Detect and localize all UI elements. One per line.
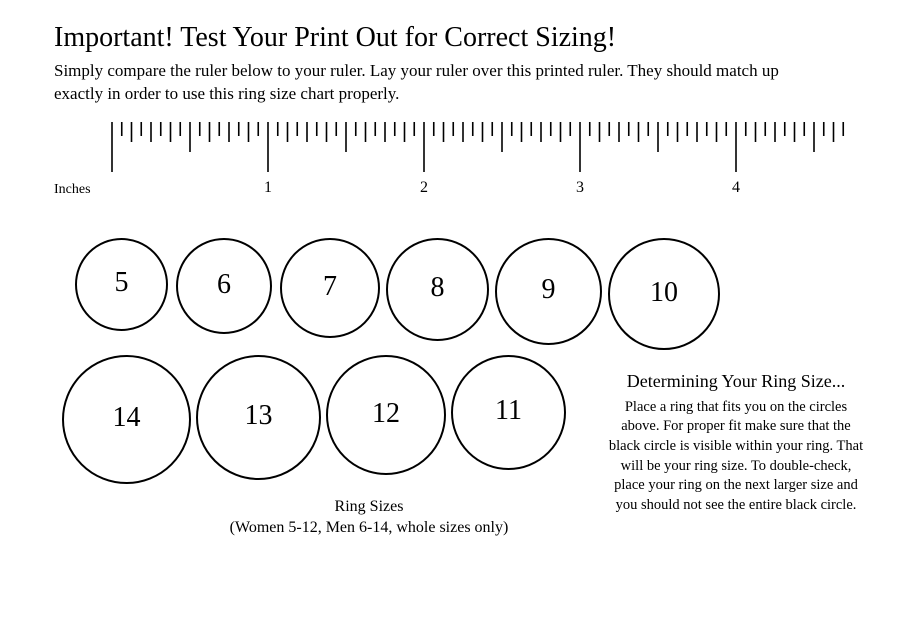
svg-text:4: 4: [732, 179, 740, 196]
ring-size-label: 7: [323, 271, 337, 303]
ring-size-circle: 8: [386, 238, 489, 341]
ring-size-circle: 10: [608, 238, 720, 350]
svg-text:3: 3: [576, 179, 584, 196]
ring-size-label: 14: [113, 402, 141, 434]
ring-sizes-caption-title: Ring Sizes: [209, 496, 529, 518]
determine-title: Determining Your Ring Size...: [606, 371, 866, 392]
ruler-svg: 1 2 3 4: [54, 120, 854, 210]
ring-size-circle: 7: [280, 238, 380, 338]
determine-body: Place a ring that fits you on the circle…: [606, 398, 866, 515]
ring-size-circle: 14: [62, 355, 191, 484]
ring-size-circle: 13: [196, 355, 321, 480]
ring-size-label: 6: [217, 269, 231, 301]
ruler-unit-label: Inches: [54, 182, 91, 198]
page-title: Important! Test Your Print Out for Corre…: [54, 22, 850, 54]
ring-size-circle: 9: [495, 238, 602, 345]
page-subtitle: Simply compare the ruler below to your r…: [54, 60, 814, 106]
ring-size-label: 10: [650, 277, 678, 309]
ring-size-label: 11: [495, 395, 522, 427]
ring-size-circle: 11: [451, 355, 566, 470]
ring-size-circle: 6: [176, 238, 272, 334]
ring-size-label: 9: [542, 274, 556, 306]
ring-size-label: 13: [245, 400, 273, 432]
ring-size-label: 8: [431, 272, 445, 304]
ring-size-label: 12: [372, 398, 400, 430]
ring-size-label: 5: [115, 267, 129, 299]
ring-sizes-caption-sub: (Women 5-12, Men 6-14, whole sizes only): [209, 517, 529, 539]
ring-sizes-caption: Ring Sizes (Women 5-12, Men 6-14, whole …: [209, 496, 529, 539]
ring-size-chart: 111213141098765 Ring Sizes (Women 5-12, …: [54, 228, 850, 528]
ruler: 1 2 3 4 Inches: [54, 120, 850, 210]
ring-size-circle: 5: [75, 238, 168, 331]
svg-text:2: 2: [420, 179, 428, 196]
svg-text:1: 1: [264, 179, 272, 196]
ring-size-circle: 12: [326, 355, 446, 475]
determine-block: Determining Your Ring Size... Place a ri…: [606, 371, 866, 515]
